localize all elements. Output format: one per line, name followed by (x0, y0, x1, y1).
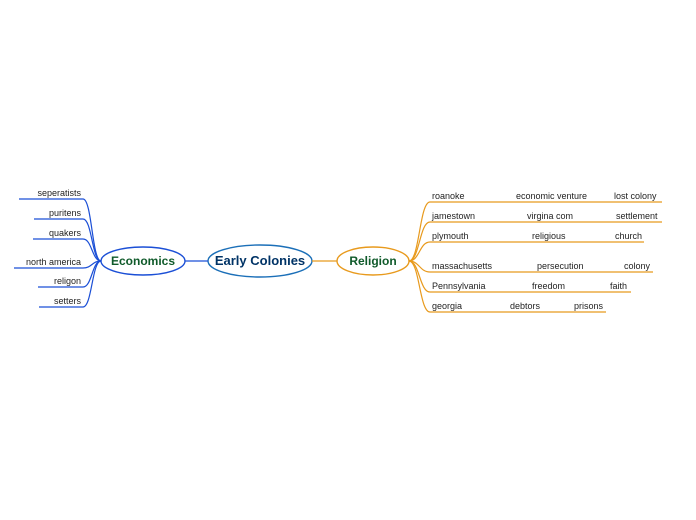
mindmap-canvas: Early Colonies Economics seperatists purite… (0, 0, 696, 520)
leaf-label: north america (26, 257, 81, 267)
subleaf-label: settlement (616, 211, 658, 221)
leaf-label: massachusetts (432, 261, 493, 271)
subleaf-label: lost colony (614, 191, 657, 201)
subleaf-label: prisons (574, 301, 604, 311)
leaf-label: roanoke (432, 191, 465, 201)
subleaf-label: persecution (537, 261, 584, 271)
subleaf-label: religious (532, 231, 566, 241)
leaf-label: quakers (49, 228, 82, 238)
leaf-label: seperatists (37, 188, 81, 198)
leaf-label: setters (54, 296, 82, 306)
subleaf-label: virgina com (527, 211, 573, 221)
leaf-label: Pennsylvania (432, 281, 486, 291)
subleaf-label: church (615, 231, 642, 241)
leaf-label: puritens (49, 208, 82, 218)
leaf-label: georgia (432, 301, 462, 311)
leaf-label: religon (54, 276, 81, 286)
subleaf-label: freedom (532, 281, 565, 291)
subleaf-label: colony (624, 261, 651, 271)
subleaf-label: faith (610, 281, 627, 291)
branch-label-economics: Economics (111, 254, 175, 268)
root-label: Early Colonies (215, 253, 305, 268)
branch-label-religion: Religion (349, 254, 396, 268)
leaf-label: plymouth (432, 231, 469, 241)
leaf-label: jamestown (431, 211, 475, 221)
subleaf-label: debtors (510, 301, 541, 311)
subleaf-label: economic venture (516, 191, 587, 201)
